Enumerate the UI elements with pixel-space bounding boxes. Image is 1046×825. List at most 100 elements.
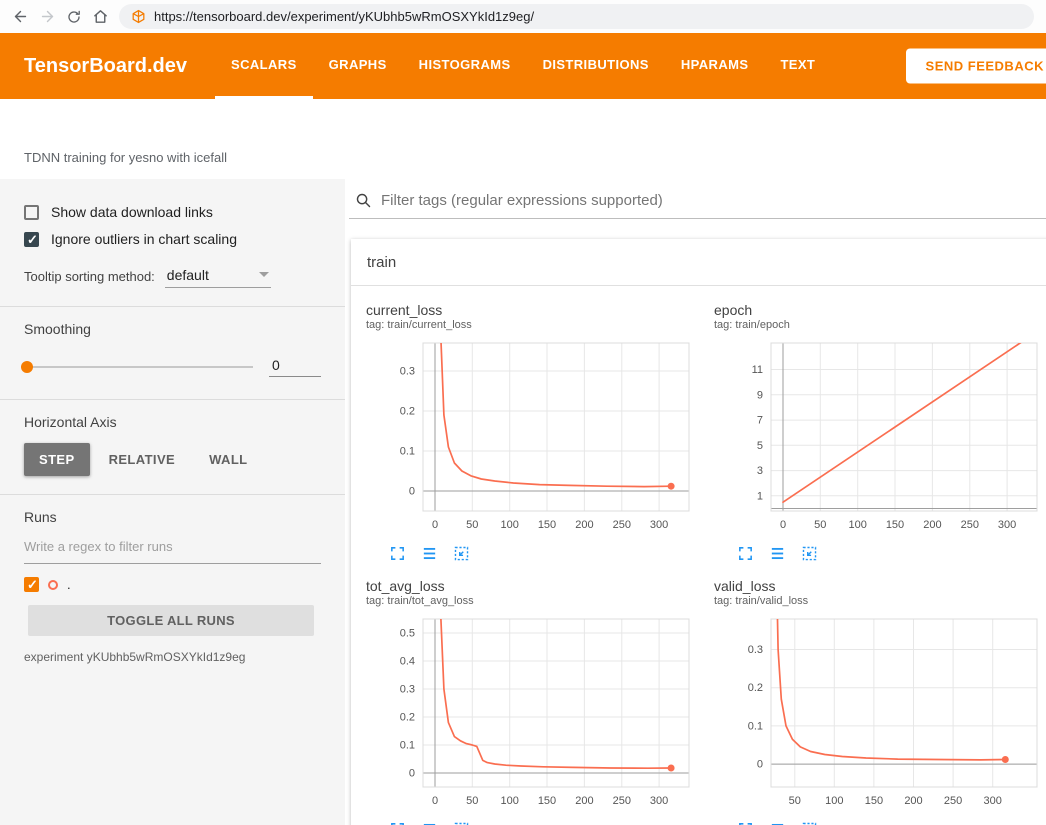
fit-domain-icon[interactable] <box>453 821 470 825</box>
full-width-icon[interactable] <box>421 545 438 562</box>
svg-text:100: 100 <box>501 519 519 531</box>
svg-text:7: 7 <box>757 415 763 427</box>
chart-tag: tag: train/epoch <box>714 319 1046 331</box>
svg-text:150: 150 <box>538 795 556 807</box>
expand-chart-icon[interactable] <box>389 821 406 825</box>
home-icon[interactable] <box>92 8 109 25</box>
ignore-outliers-row[interactable]: Ignore outliers in chart scaling <box>24 231 321 247</box>
line-chart[interactable]: 00.10.20.350100150200250300 <box>707 614 1046 814</box>
tab-text[interactable]: TEXT <box>764 33 831 99</box>
svg-text:150: 150 <box>886 519 904 531</box>
tab-histograms[interactable]: HISTOGRAMS <box>403 33 527 99</box>
svg-text:200: 200 <box>923 519 941 531</box>
svg-text:150: 150 <box>538 519 556 531</box>
content-area: Show data download links Ignore outliers… <box>0 179 1046 825</box>
expand-chart-icon[interactable] <box>737 545 754 562</box>
checkbox-icon[interactable] <box>24 232 39 247</box>
fit-domain-icon[interactable] <box>453 545 470 562</box>
horizontal-axis-section: Horizontal Axis STEP RELATIVE WALL <box>0 400 345 495</box>
tag-filter-input[interactable] <box>381 192 1040 209</box>
experiment-title: TDNN training for yesno with icefall <box>24 150 227 165</box>
full-width-icon[interactable] <box>769 821 786 825</box>
toggle-all-runs-button[interactable]: TOGGLE ALL RUNS <box>28 605 314 636</box>
svg-text:50: 50 <box>466 795 478 807</box>
smoothing-value-input[interactable] <box>269 357 321 377</box>
train-section-header[interactable]: train <box>351 239 1046 286</box>
forward-icon[interactable] <box>39 8 56 25</box>
checkbox-label: Show data download links <box>51 204 213 220</box>
line-chart[interactable]: 00.10.20.3050100150200250300 <box>359 338 707 538</box>
brand-logo[interactable]: TensorBoard.dev <box>0 55 187 78</box>
slider-thumb[interactable] <box>21 361 33 373</box>
chart-toolbar <box>389 545 707 562</box>
svg-text:250: 250 <box>944 795 962 807</box>
checkbox-label: Ignore outliers in chart scaling <box>51 231 237 247</box>
svg-text:0.3: 0.3 <box>400 366 415 378</box>
full-width-icon[interactable] <box>769 545 786 562</box>
general-settings-section: Show data download links Ignore outliers… <box>0 179 345 307</box>
send-feedback-button[interactable]: SEND FEEDBACK <box>906 49 1046 84</box>
svg-text:0: 0 <box>432 519 438 531</box>
run-name: . <box>67 577 71 592</box>
tab-scalars[interactable]: SCALARS <box>215 33 313 99</box>
fit-domain-icon[interactable] <box>801 545 818 562</box>
svg-text:9: 9 <box>757 389 763 401</box>
show-download-links-row[interactable]: Show data download links <box>24 204 321 220</box>
run-checkbox-icon[interactable] <box>24 577 39 592</box>
expand-chart-icon[interactable] <box>737 821 754 825</box>
svg-text:0: 0 <box>780 519 786 531</box>
checkbox-icon[interactable] <box>24 205 39 220</box>
svg-text:0.2: 0.2 <box>400 712 415 724</box>
svg-text:0.1: 0.1 <box>400 446 415 458</box>
back-icon[interactable] <box>12 8 29 25</box>
svg-text:0.1: 0.1 <box>400 740 415 752</box>
svg-text:100: 100 <box>825 795 843 807</box>
chart-card-epoch: epoch tag: train/epoch 13579110501001502… <box>707 300 1046 568</box>
svg-text:200: 200 <box>904 795 922 807</box>
full-width-icon[interactable] <box>421 821 438 825</box>
tab-distributions[interactable]: DISTRIBUTIONS <box>527 33 665 99</box>
fit-domain-icon[interactable] <box>801 821 818 825</box>
nav-tabs: SCALARS GRAPHS HISTOGRAMS DISTRIBUTIONS … <box>215 33 831 99</box>
address-bar[interactable]: https://tensorboard.dev/experiment/yKUbh… <box>119 4 1034 29</box>
line-chart[interactable]: 1357911050100150200250300 <box>707 338 1046 538</box>
tag-filter-row <box>349 179 1046 219</box>
expand-chart-icon[interactable] <box>389 545 406 562</box>
svg-text:150: 150 <box>865 795 883 807</box>
svg-text:0.4: 0.4 <box>400 656 415 668</box>
svg-text:3: 3 <box>757 465 763 477</box>
svg-text:5: 5 <box>757 440 763 452</box>
relative-button[interactable]: RELATIVE <box>94 443 191 476</box>
tensorboard-window: https://tensorboard.dev/experiment/yKUbh… <box>0 0 1046 825</box>
runs-filter-input[interactable] <box>24 531 321 564</box>
app-header: TensorBoard.dev SCALARS GRAPHS HISTOGRAM… <box>0 33 1046 99</box>
chart-title: epoch <box>714 302 1046 318</box>
tooltip-sorting-dropdown[interactable]: default <box>165 267 271 288</box>
run-row[interactable]: . <box>24 577 321 592</box>
svg-text:0: 0 <box>409 486 415 498</box>
chart-tag: tag: train/current_loss <box>366 319 707 331</box>
smoothing-section: Smoothing <box>0 307 345 400</box>
smoothing-slider[interactable] <box>24 366 253 368</box>
tensorboard-favicon-icon <box>131 9 146 24</box>
reload-icon[interactable] <box>66 9 82 25</box>
svg-text:300: 300 <box>984 795 1002 807</box>
svg-text:250: 250 <box>961 519 979 531</box>
tab-graphs[interactable]: GRAPHS <box>313 33 403 99</box>
svg-text:11: 11 <box>752 364 763 376</box>
tooltip-sorting-label: Tooltip sorting method: <box>24 269 155 288</box>
svg-text:0.2: 0.2 <box>748 682 763 694</box>
svg-text:200: 200 <box>575 519 593 531</box>
svg-text:200: 200 <box>575 795 593 807</box>
train-section-card: train current_loss tag: train/current_lo… <box>351 239 1046 825</box>
run-color-swatch-icon <box>48 580 58 590</box>
line-chart[interactable]: 00.10.20.30.40.5050100150200250300 <box>359 614 707 814</box>
chart-title: tot_avg_loss <box>366 578 707 594</box>
step-button[interactable]: STEP <box>24 443 90 476</box>
runs-section: Runs . TOGGLE ALL RUNS experiment yKUbhb… <box>0 495 345 682</box>
chevron-down-icon <box>259 272 269 277</box>
wall-button[interactable]: WALL <box>194 443 262 476</box>
tab-hparams[interactable]: HPARAMS <box>665 33 765 99</box>
svg-text:300: 300 <box>650 795 668 807</box>
chart-title: valid_loss <box>714 578 1046 594</box>
